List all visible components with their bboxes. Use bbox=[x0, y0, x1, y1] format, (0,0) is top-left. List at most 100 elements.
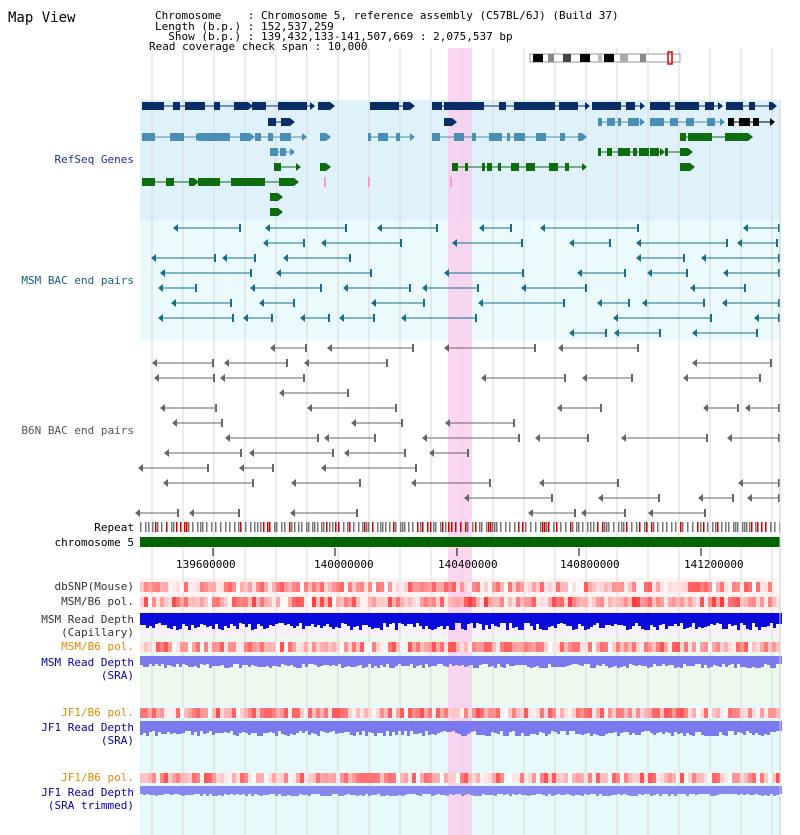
depth-bar bbox=[206, 656, 209, 664]
pol-cell bbox=[564, 642, 568, 652]
pol-cell bbox=[320, 773, 324, 783]
depth-bar bbox=[722, 613, 725, 629]
depth-bar bbox=[593, 786, 596, 794]
pol-cell bbox=[552, 708, 556, 718]
gene-exon bbox=[650, 148, 658, 156]
b6n-bac-label[interactable]: B6N BAC end pairs bbox=[21, 424, 134, 437]
depth-bar bbox=[455, 721, 458, 733]
msm-bac-pair-end bbox=[778, 299, 780, 307]
depth-bar bbox=[569, 656, 572, 665]
depth-bar bbox=[554, 721, 557, 732]
pol-cell bbox=[356, 597, 360, 607]
depth-bar bbox=[593, 656, 596, 668]
msm-bac-pair-end bbox=[522, 269, 524, 277]
pol-cell bbox=[532, 642, 536, 652]
gene-arrow bbox=[302, 133, 307, 141]
repeat-mark bbox=[755, 522, 757, 532]
depth-bar bbox=[233, 721, 236, 735]
repeat-mark bbox=[440, 522, 442, 532]
pol-cell bbox=[604, 642, 608, 652]
pol-cell bbox=[212, 582, 216, 592]
depth-bar bbox=[320, 613, 323, 628]
repeat-mark bbox=[621, 522, 623, 532]
pol-cell bbox=[504, 642, 508, 652]
depth-bar bbox=[209, 656, 212, 668]
depth-bar bbox=[461, 721, 464, 736]
depth-bar bbox=[488, 613, 491, 629]
depth-bar bbox=[728, 656, 731, 665]
b6n-bac-pair-end bbox=[574, 509, 576, 517]
depth-bar bbox=[365, 721, 368, 736]
depth-bar bbox=[347, 656, 350, 666]
depth-bar bbox=[263, 721, 266, 733]
msm-bac-pair-end bbox=[756, 329, 758, 337]
pol-cell bbox=[760, 582, 764, 592]
pol-cell bbox=[140, 708, 144, 718]
depth-bar bbox=[374, 656, 377, 666]
depth-bar bbox=[572, 786, 575, 796]
refseq-label[interactable]: RefSeq Genes bbox=[54, 153, 134, 166]
repeat-mark bbox=[291, 522, 293, 532]
pol-cell bbox=[648, 773, 652, 783]
depth-bar bbox=[605, 656, 608, 666]
b6n-bac-pair-end bbox=[528, 509, 533, 517]
depth-bar bbox=[203, 613, 206, 625]
depth-bar bbox=[464, 613, 467, 630]
pol-cell bbox=[640, 708, 644, 718]
pol-cell bbox=[440, 642, 444, 652]
depth-bar bbox=[140, 656, 143, 665]
gene-exon bbox=[626, 102, 635, 110]
repeat-mark bbox=[380, 522, 382, 532]
pol-cell bbox=[772, 773, 776, 783]
pol-cell bbox=[560, 597, 564, 607]
depth-bar bbox=[248, 656, 251, 667]
pol-cell bbox=[160, 597, 164, 607]
repeat-mark bbox=[481, 522, 483, 532]
b6n-bac-pair-end bbox=[404, 449, 406, 457]
depth-bar bbox=[632, 721, 635, 733]
repeat-mark bbox=[395, 522, 397, 532]
depth-bar bbox=[326, 656, 329, 665]
pol-cell bbox=[280, 597, 284, 607]
pol-cell bbox=[692, 582, 696, 592]
pol-cell bbox=[604, 597, 608, 607]
pol-cell bbox=[332, 582, 336, 592]
depth-bar bbox=[446, 721, 449, 732]
depth-bar bbox=[233, 613, 236, 626]
pol-cell bbox=[772, 708, 776, 718]
depth-bar bbox=[713, 721, 716, 736]
repeat-mark bbox=[206, 522, 208, 532]
depth-bar bbox=[704, 786, 707, 794]
pol-cell bbox=[396, 582, 400, 592]
depth-bar bbox=[407, 656, 410, 666]
depth-bar bbox=[746, 656, 749, 668]
depth-bar bbox=[530, 656, 533, 668]
depth-bar bbox=[443, 613, 446, 629]
gene-exon bbox=[454, 133, 464, 141]
pol-cell bbox=[568, 708, 572, 718]
repeat-mark bbox=[675, 522, 677, 532]
depth-bar bbox=[284, 721, 287, 735]
pol-cell bbox=[304, 582, 308, 592]
pol-cell bbox=[420, 642, 424, 652]
pol-cell bbox=[208, 708, 212, 718]
gene-exon bbox=[403, 102, 410, 110]
depth-bar bbox=[524, 656, 527, 665]
depth-bar bbox=[260, 721, 263, 736]
repeat-mark bbox=[737, 522, 739, 532]
depth-bar bbox=[686, 786, 689, 796]
pol-cell bbox=[776, 597, 780, 607]
msm-bac-label[interactable]: MSM BAC end pairs bbox=[21, 274, 134, 287]
depth-bar bbox=[170, 656, 173, 666]
depth-bar bbox=[749, 721, 752, 733]
depth-bar bbox=[668, 613, 671, 626]
pol-cell bbox=[516, 708, 520, 718]
pol-cell bbox=[736, 597, 740, 607]
depth-bar bbox=[200, 786, 203, 796]
pol-cell bbox=[428, 773, 432, 783]
repeat-mark bbox=[560, 522, 562, 532]
repeat-mark bbox=[540, 522, 542, 532]
depth-bar bbox=[344, 786, 347, 795]
depth-bar bbox=[245, 613, 248, 627]
